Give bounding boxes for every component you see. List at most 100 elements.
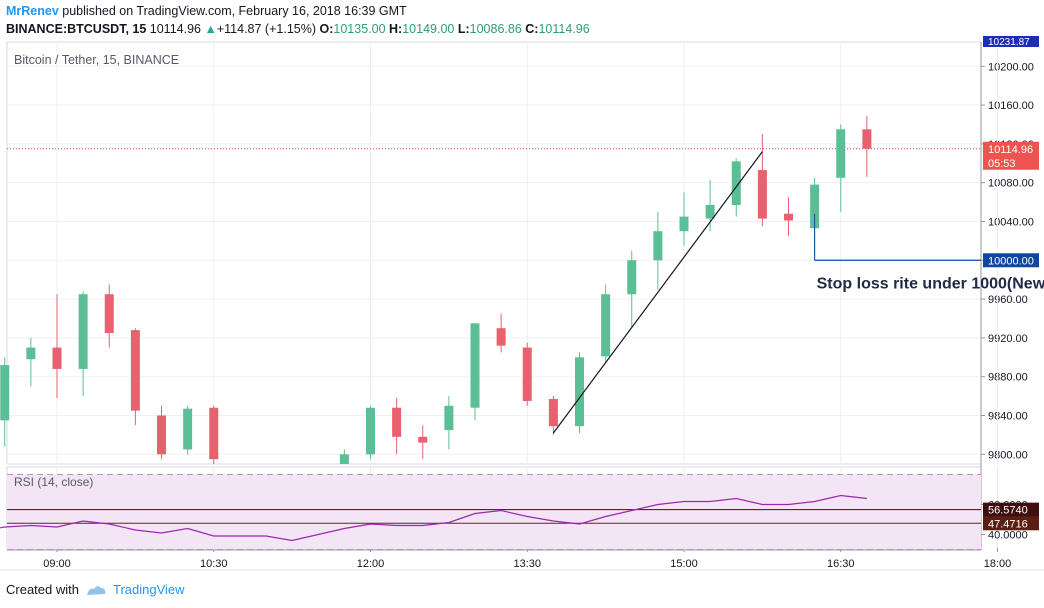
bear-candle xyxy=(52,294,62,399)
candle-body xyxy=(810,184,820,229)
time-tick-label: 15:00 xyxy=(670,558,698,570)
low-value: 10086.86 xyxy=(469,22,522,36)
published-text: published on TradingView.com, February 1… xyxy=(62,4,407,18)
bear-candle xyxy=(418,425,428,460)
candle-body xyxy=(784,213,793,221)
time-tick-label: 10:30 xyxy=(200,558,228,570)
bull-candle xyxy=(836,124,846,212)
stop-loss-annotation: Stop loss rite under 1000(New higher low xyxy=(817,275,1044,292)
bull-candle xyxy=(444,396,454,450)
candle-body xyxy=(862,129,872,149)
bear-candle xyxy=(757,134,767,227)
bear-candle xyxy=(392,398,402,455)
high-label: H: xyxy=(389,22,403,36)
price-tick-label: 9840.00 xyxy=(988,410,1028,422)
last-price-badge xyxy=(983,141,1039,170)
footer: Created with TradingView xyxy=(6,582,185,597)
bull-candle xyxy=(26,337,36,387)
chart-title: Bitcoin / Tether, 15, BINANCE xyxy=(14,53,179,67)
close-value: 10114.96 xyxy=(538,22,590,36)
candle-body xyxy=(522,347,532,401)
top-price-badge xyxy=(983,36,1039,47)
candle-body xyxy=(548,399,558,427)
candle-body xyxy=(157,415,166,455)
bull-candle xyxy=(0,357,10,447)
last-price: 10114.96 xyxy=(149,22,201,36)
candle-body xyxy=(26,347,36,360)
price-tick-label: 10080.00 xyxy=(988,178,1034,190)
created-with-label: Created with xyxy=(6,582,79,597)
bear-candle xyxy=(862,115,872,177)
author-name[interactable]: MrRenev xyxy=(6,4,59,18)
candle-body xyxy=(470,323,480,408)
tradingview-brand[interactable]: TradingView xyxy=(112,582,185,597)
symbol-label: BINANCE:BTCUSDT, 15 xyxy=(6,22,147,36)
candle-body xyxy=(705,204,715,219)
candle-body xyxy=(366,407,375,455)
price-tick-label: 10160.00 xyxy=(988,100,1034,112)
close-label: C: xyxy=(525,22,539,36)
publish-line: MrRenev published on TradingView.com, Fe… xyxy=(6,4,407,18)
candle-body xyxy=(418,436,428,443)
open-label: O: xyxy=(319,22,334,36)
candle-body xyxy=(104,294,114,334)
rsi-level-badge-label: 56.5740 xyxy=(988,505,1028,517)
bear-candle xyxy=(130,328,140,426)
stop-loss-badge-label: 10000.00 xyxy=(988,255,1034,267)
bear-candle xyxy=(522,342,532,406)
chart-svg[interactable]: 9800.00 9840.00 9880.00 9920.00 9960.00 10000… xyxy=(0,0,1044,578)
candle-body xyxy=(78,294,88,369)
time-tick-label: 13:30 xyxy=(513,558,541,570)
price-tick-label: 9800.00 xyxy=(988,449,1028,461)
bull-candle xyxy=(470,323,480,421)
bull-candle xyxy=(601,284,611,363)
bull-candle xyxy=(627,250,637,329)
bear-candle xyxy=(104,284,114,348)
bull-candle xyxy=(339,449,349,464)
rsi-level-badge xyxy=(983,516,1039,531)
ohlc-line: BINANCE:BTCUSDT, 15 10114.96 ▲+114.87 (+… xyxy=(6,22,590,36)
bear-candle xyxy=(548,396,558,435)
bear-candle xyxy=(209,405,219,464)
candle-body xyxy=(627,260,637,295)
candle-body xyxy=(679,216,689,232)
bull-candle xyxy=(653,211,663,290)
candle-body xyxy=(183,408,193,450)
rsi-tick-label: 40.0000 xyxy=(988,530,1028,542)
time-tick-label: 16:30 xyxy=(827,558,855,570)
bear-candle xyxy=(496,313,506,353)
rsi-level-badge xyxy=(983,502,1039,517)
bull-candle xyxy=(366,405,375,460)
candle-body xyxy=(836,129,846,178)
bear-candle xyxy=(784,197,793,237)
candle-body xyxy=(444,405,454,431)
rsi-line xyxy=(0,494,867,542)
time-tick-label: 09:00 xyxy=(43,558,71,570)
low-label: L: xyxy=(457,22,470,36)
candle-body xyxy=(52,347,62,369)
rsi-label: RSI (14, close) xyxy=(14,475,93,489)
time-tick-label: 18:00 xyxy=(984,558,1012,570)
candle-body xyxy=(392,407,402,437)
open-value: 10135.00 xyxy=(333,22,386,36)
rsi-band xyxy=(7,474,981,550)
high-value: 10149.00 xyxy=(402,22,455,36)
price-tick-label: 10200.00 xyxy=(988,61,1034,73)
candle-body xyxy=(496,328,506,346)
stop-loss-badge xyxy=(983,253,1039,268)
price-pane xyxy=(6,41,982,465)
bull-candle xyxy=(78,291,88,397)
candle-body xyxy=(130,330,140,411)
candle-body xyxy=(757,170,767,219)
candle-body xyxy=(731,161,741,205)
bear-candle xyxy=(157,405,166,460)
candle-body xyxy=(0,365,10,421)
candle-body xyxy=(575,357,584,427)
bull-candle xyxy=(679,192,689,246)
bull-candle xyxy=(575,352,584,433)
price-tick-label: 9880.00 xyxy=(988,372,1028,384)
rsi-level-badge-label: 47.4716 xyxy=(988,518,1028,530)
change-value: +114.87 (+1.15%) xyxy=(216,22,317,36)
candle-body xyxy=(653,231,663,261)
